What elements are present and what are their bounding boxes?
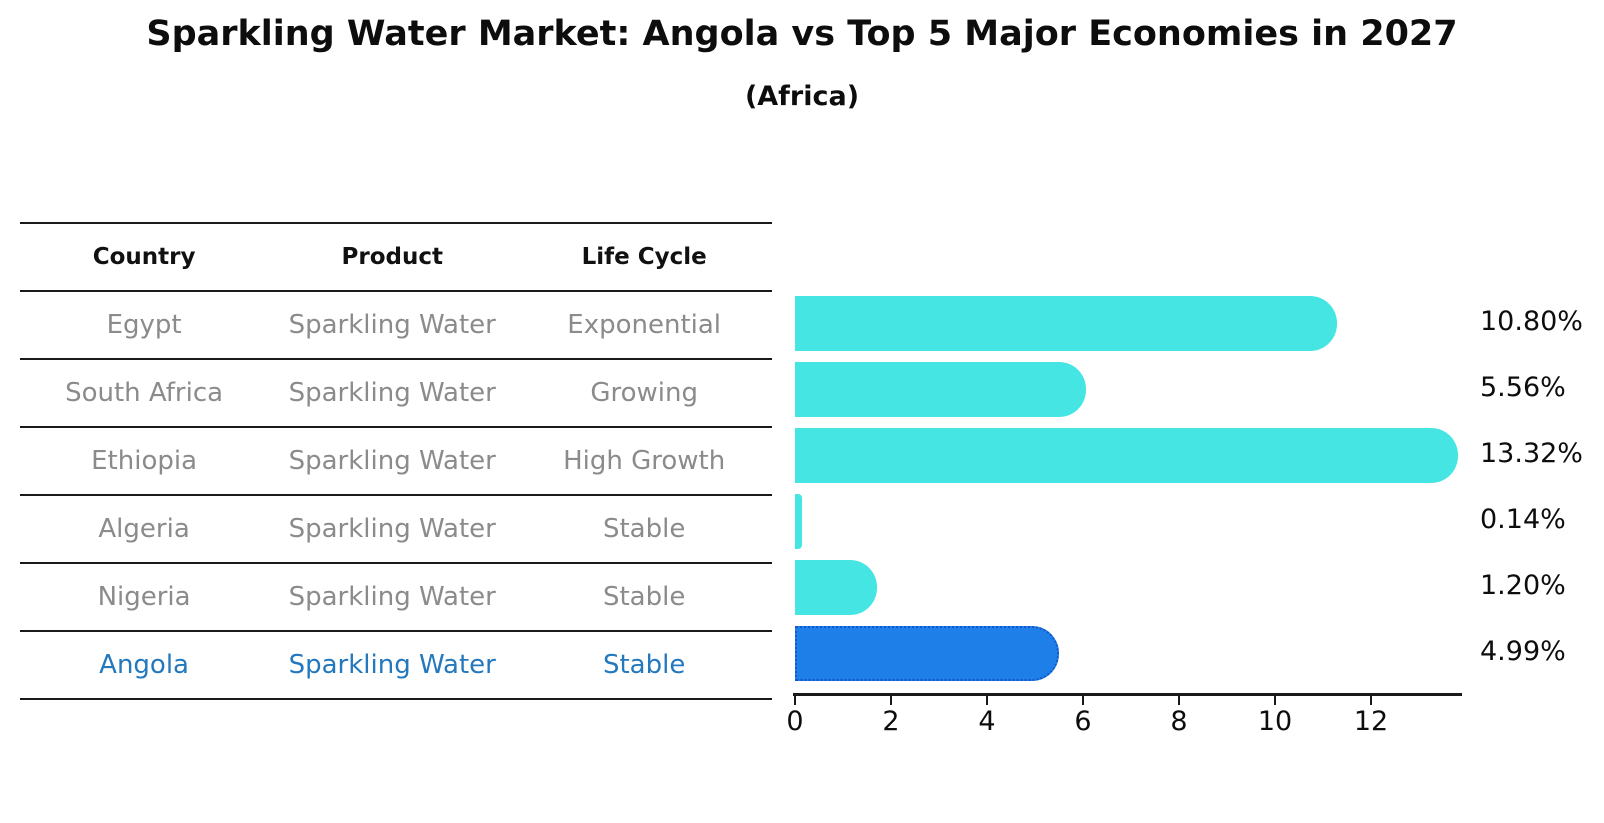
country-info-table: Country Product Life Cycle Egypt Sparklin… xyxy=(20,222,772,700)
table-body: Egypt Sparkling Water Exponential South Afr… xyxy=(20,292,772,700)
x-tick-label-4: 4 xyxy=(978,706,996,737)
cell-life_cycle: Exponential xyxy=(567,310,722,340)
cell-country: Egypt xyxy=(106,310,182,340)
bar-south-africa xyxy=(795,361,1086,417)
value-label-ethiopia: 13.32% xyxy=(1480,438,1583,469)
x-tick-label-8: 8 xyxy=(1170,706,1188,737)
x-tick-label-2: 2 xyxy=(882,706,900,737)
x-tick-12 xyxy=(1370,696,1372,705)
value-label-nigeria: 1.20% xyxy=(1480,570,1566,601)
cell-product: Sparkling Water xyxy=(288,310,496,340)
table-row-nigeria: Nigeria Sparkling Water Stable xyxy=(20,564,772,632)
x-tick-0 xyxy=(794,696,796,705)
header-product: Product xyxy=(341,244,443,270)
x-tick-8 xyxy=(1178,696,1180,705)
cell-country: South Africa xyxy=(65,378,224,408)
x-tick-label-10: 10 xyxy=(1257,706,1293,737)
bar-angola xyxy=(795,625,1059,681)
bar-algeria xyxy=(795,493,802,549)
cell-product: Sparkling Water xyxy=(288,582,496,612)
value-label-egypt: 10.80% xyxy=(1480,306,1583,337)
cell-product: Sparkling Water xyxy=(288,446,496,476)
value-label-south-africa: 5.56% xyxy=(1480,372,1566,403)
cell-country: Ethiopia xyxy=(91,446,198,476)
value-label-angola: 4.99% xyxy=(1480,636,1566,667)
cell-product: Sparkling Water xyxy=(288,650,496,680)
cell-country: Algeria xyxy=(98,514,190,544)
x-axis-line xyxy=(793,693,1462,696)
table-header-row: Country Product Life Cycle xyxy=(20,224,772,292)
chart-subtitle: (Africa) xyxy=(744,81,860,112)
x-tick-label-0: 0 xyxy=(786,706,804,737)
chart-title: Sparkling Water Market: Angola vs Top 5 … xyxy=(146,14,1458,54)
x-tick-4 xyxy=(986,696,988,705)
table-row-egypt: Egypt Sparkling Water Exponential xyxy=(20,292,772,360)
cell-life_cycle: Stable xyxy=(602,582,686,612)
table-row-south-africa: South Africa Sparkling Water Growing xyxy=(20,360,772,428)
bar-ethiopia xyxy=(795,427,1459,483)
cell-life_cycle: Stable xyxy=(602,650,686,680)
value-label-algeria: 0.14% xyxy=(1480,504,1566,535)
cell-product: Sparkling Water xyxy=(288,378,496,408)
table-row-algeria: Algeria Sparkling Water Stable xyxy=(20,496,772,564)
cell-country: Angola xyxy=(99,650,189,680)
x-tick-label-6: 6 xyxy=(1074,706,1092,737)
cell-country: Nigeria xyxy=(97,582,191,612)
header-life-cycle: Life Cycle xyxy=(581,244,707,270)
cell-life_cycle: High Growth xyxy=(563,446,726,476)
cell-product: Sparkling Water xyxy=(288,514,496,544)
table-row-ethiopia: Ethiopia Sparkling Water High Growth xyxy=(20,428,772,496)
bar-nigeria xyxy=(795,559,877,615)
x-tick-label-12: 12 xyxy=(1353,706,1389,737)
cell-life_cycle: Growing xyxy=(590,378,698,408)
x-tick-2 xyxy=(890,696,892,705)
cell-life_cycle: Stable xyxy=(602,514,686,544)
x-tick-10 xyxy=(1274,696,1276,705)
bar-egypt xyxy=(795,295,1338,351)
x-tick-6 xyxy=(1082,696,1084,705)
table-row-angola: Angola Sparkling Water Stable xyxy=(20,632,772,700)
header-country: Country xyxy=(92,244,196,270)
